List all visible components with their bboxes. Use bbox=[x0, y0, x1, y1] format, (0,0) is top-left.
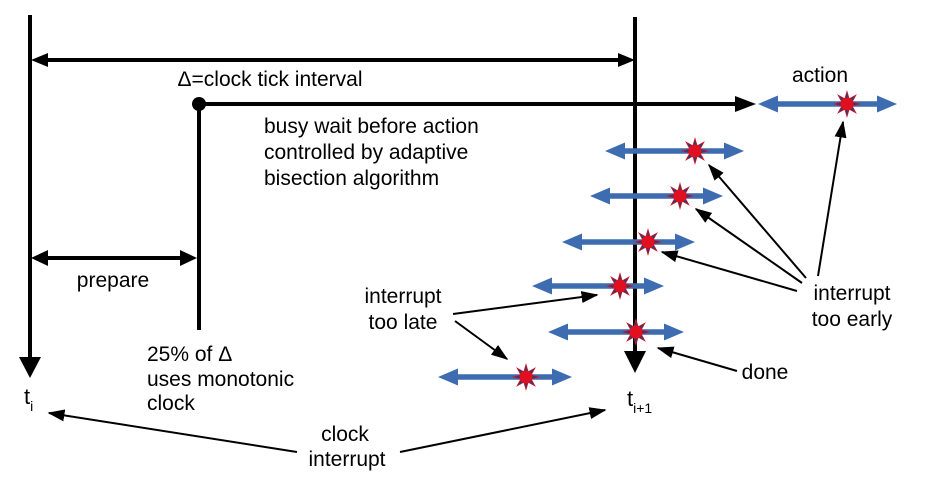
interrupt-window-right-arrowhead bbox=[664, 323, 684, 341]
label-action: action bbox=[792, 64, 848, 87]
t-i1-subscript: i+1 bbox=[633, 400, 652, 416]
label-clock-interrupt-line1: clock bbox=[321, 423, 369, 446]
interrupt-attempt-row bbox=[438, 362, 572, 392]
t-i-subscript: i bbox=[30, 398, 33, 414]
label-t-i: ti bbox=[24, 384, 33, 414]
arrow-clock-interrupt-to-t-i1 bbox=[399, 407, 607, 453]
interrupt-attempt-row bbox=[562, 227, 695, 257]
prepare-right-arrowhead bbox=[180, 250, 197, 266]
arrow-too-early-to-star-row2 bbox=[708, 163, 807, 279]
t-i-base: t bbox=[24, 384, 30, 409]
delta-interval-right-arrowhead bbox=[618, 53, 635, 67]
clock-interrupt-star bbox=[680, 136, 710, 166]
clock-interrupt-star bbox=[605, 271, 635, 301]
interrupt-window-right-arrowhead bbox=[552, 368, 572, 386]
arrow-too-early-to-star-row4 bbox=[660, 250, 798, 292]
interrupt-window-left-arrowhead bbox=[532, 277, 552, 295]
clock-interrupt-star bbox=[832, 89, 862, 119]
prepare-left-arrowhead bbox=[31, 250, 48, 266]
arrow-clock-interrupt-to-t-i bbox=[47, 409, 298, 453]
interrupt-attempt-row bbox=[532, 271, 664, 301]
interrupt-window-right-arrowhead bbox=[877, 95, 897, 113]
label-clock-interrupt-line2: interrupt bbox=[308, 448, 385, 471]
label-monotonic-line3: clock bbox=[147, 392, 195, 415]
arrow-too-early-to-action-star bbox=[817, 120, 847, 277]
interrupt-window-right-arrowhead bbox=[724, 142, 744, 160]
interrupt-attempt-row bbox=[548, 317, 684, 347]
clock-interrupt-star bbox=[511, 362, 541, 392]
interrupt-window-left-arrowhead bbox=[590, 187, 610, 205]
label-delta-interval: Δ=clock tick interval bbox=[177, 68, 362, 91]
timeline-ti1-arrowhead bbox=[624, 351, 646, 373]
clock-interrupt-star bbox=[633, 227, 663, 257]
delta-interval-left-arrowhead bbox=[31, 53, 48, 67]
label-busy-wait-line1: busy wait before action bbox=[264, 115, 479, 138]
label-monotonic-line2: uses monotonic bbox=[147, 368, 294, 391]
interrupt-window-left-arrowhead bbox=[605, 142, 625, 160]
interrupt-attempt-row bbox=[590, 181, 723, 211]
label-too-late-line2: too late bbox=[369, 311, 438, 334]
arrow-too-late-to-star-row5 bbox=[452, 291, 599, 315]
label-too-early-line2: too early bbox=[812, 308, 893, 331]
label-too-late-line1: interrupt bbox=[364, 285, 441, 308]
label-done: done bbox=[742, 361, 789, 384]
timeline-ti-arrowhead bbox=[19, 357, 41, 378]
arrow-too-early-to-star-row3 bbox=[694, 208, 803, 284]
interrupt-window-left-arrowhead bbox=[548, 323, 568, 341]
interrupt-window-right-arrowhead bbox=[703, 187, 723, 205]
interrupt-window-left-arrowhead bbox=[438, 368, 458, 386]
interrupt-attempts-layer bbox=[438, 89, 897, 392]
arrow-done-to-done-star bbox=[656, 346, 738, 372]
arrow-too-late-to-star-row7 bbox=[454, 320, 509, 360]
busy-wait-arrowhead bbox=[735, 96, 756, 112]
label-t-i1: ti+1 bbox=[627, 386, 652, 416]
label-monotonic-line1: 25% of Δ bbox=[147, 343, 232, 366]
interrupt-window-left-arrowhead bbox=[758, 95, 778, 113]
interrupt-window-right-arrowhead bbox=[675, 233, 695, 251]
label-too-early-line1: interrupt bbox=[813, 282, 890, 305]
label-busy-wait-line3: bisection algorithm bbox=[264, 167, 439, 190]
clock-interrupt-star bbox=[665, 181, 695, 211]
interrupt-window-right-arrowhead bbox=[644, 277, 664, 295]
label-busy-wait-line2: controlled by adaptive bbox=[264, 141, 468, 164]
t-i1-base: t bbox=[627, 386, 633, 411]
interrupt-window-left-arrowhead bbox=[562, 233, 582, 251]
clock-interrupt-star bbox=[621, 317, 651, 347]
label-prepare: prepare bbox=[77, 269, 149, 292]
interrupt-attempt-row bbox=[758, 89, 897, 119]
interrupt-attempt-row bbox=[605, 136, 744, 166]
